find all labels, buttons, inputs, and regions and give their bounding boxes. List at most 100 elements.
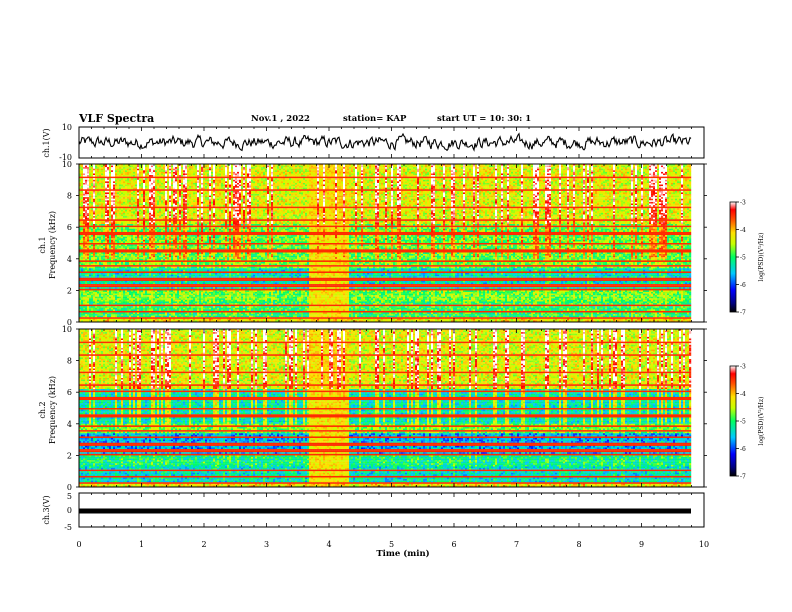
spectrogram-cell: [351, 172, 353, 174]
spectrogram-cell: [205, 172, 207, 174]
spectrogram-cell: [153, 183, 155, 185]
spectrogram-cell: [357, 167, 359, 169]
spectrogram-cell: [423, 185, 425, 187]
spectrogram-cell: [501, 185, 503, 187]
spectrogram-cell: [199, 170, 201, 172]
spectrogram-cell: [587, 181, 589, 183]
spectrogram-cell: [375, 177, 377, 179]
spectrogram-cell: [277, 185, 279, 187]
spectrogram-cell: [303, 181, 305, 183]
spectrogram-cell: [679, 178, 681, 180]
spectrogram-cell: [537, 183, 539, 185]
spectrogram-cell: [635, 185, 637, 187]
spectrogram-cell: [143, 173, 145, 175]
spectrogram-cell: [577, 170, 579, 172]
spectrogram-cell: [547, 185, 549, 187]
spectrogram-cell: [119, 185, 121, 187]
spectrogram-cell: [473, 170, 475, 172]
spectrogram-cell: [685, 170, 687, 172]
spectrogram-cell: [601, 166, 603, 168]
spectrogram-cell: [667, 169, 669, 171]
spectrogram-cell: [673, 175, 675, 177]
spectrogram-cell: [133, 172, 135, 174]
spectrogram-cell: [195, 178, 197, 180]
spectrogram-cell: [419, 172, 421, 174]
spectrogram-cell: [621, 181, 623, 183]
spectrogram-cell: [405, 177, 407, 179]
spectrogram-cell: [299, 166, 301, 168]
spectrogram-cell: [273, 178, 275, 180]
spectrogram-cell: [321, 170, 323, 172]
spectrogram-cell: [285, 188, 287, 190]
spectrogram-cell: [361, 172, 363, 174]
spectrogram-cell: [613, 177, 615, 179]
spectrogram-cell: [541, 181, 543, 183]
spectrogram-cell: [649, 172, 651, 174]
spectrogram-cell: [259, 185, 261, 187]
spectrogram-cell: [421, 183, 423, 185]
spectrogram-cell: [439, 172, 441, 174]
spectrogram-cell: [365, 185, 367, 187]
spectrogram-cell: [417, 167, 419, 169]
spectrogram-cell: [363, 169, 365, 171]
spectrogram-cell: [231, 186, 233, 188]
spectrogram-cell: [611, 172, 613, 174]
spectrogram-cell: [675, 177, 677, 179]
spectrogram-cell: [155, 186, 157, 188]
spectrogram-cell: [627, 185, 629, 187]
spectrogram-cell: [561, 185, 563, 187]
spectrogram-cell: [139, 167, 141, 169]
spectrogram-cell: [599, 181, 601, 183]
spectrogram-cell: [171, 173, 173, 175]
spectrogram-cell: [99, 188, 101, 190]
spectrogram-cell: [355, 169, 357, 171]
spectrogram-cell: [527, 173, 529, 175]
spectrogram-cell: [497, 185, 499, 187]
spectrogram-cell: [409, 178, 411, 180]
spectrogram-cell: [197, 177, 199, 179]
spectrogram-cell: [545, 166, 547, 168]
spectrogram-cell: [489, 167, 491, 169]
spectrogram-cell: [113, 166, 115, 168]
spectrogram-cell: [455, 181, 457, 183]
spectrogram-cell: [367, 188, 369, 190]
spectrogram-cell: [209, 180, 211, 182]
spectrogram-cell: [203, 172, 205, 174]
spectrogram-cell: [267, 186, 269, 188]
spectrogram-cell: [91, 175, 93, 177]
spectrogram-cell: [417, 186, 419, 188]
spectrogram-cell: [487, 173, 489, 175]
spectrogram-cell: [625, 181, 627, 183]
spectrogram-cell: [513, 178, 515, 180]
spectrogram-cell: [681, 180, 683, 182]
spectrogram-cell: [451, 167, 453, 169]
spectrogram-cell: [523, 173, 525, 175]
spectrogram-cell: [201, 172, 203, 174]
spectrogram-cell: [513, 181, 515, 183]
spectrogram-cell: [555, 181, 557, 183]
spectrogram-cell: [193, 188, 195, 190]
spectrogram-cell: [687, 166, 689, 168]
spectrogram-cell: [135, 166, 137, 168]
spectrogram-cell: [193, 178, 195, 180]
spectrogram-cell: [349, 183, 351, 185]
spectrogram-cell: [163, 170, 165, 172]
spectrogram-cell: [383, 188, 385, 190]
spectrogram-cell: [625, 180, 627, 182]
spectrogram-cell: [233, 183, 235, 185]
spectrogram-cell: [349, 166, 351, 168]
spectrogram-cell: [569, 170, 571, 172]
spectrogram-cell: [363, 173, 365, 175]
spectrogram-cell: [87, 175, 89, 177]
spectrogram-cell: [357, 166, 359, 168]
spectrogram-cell: [119, 170, 121, 172]
spectrogram-cell: [145, 180, 147, 182]
spectrogram-cell: [321, 178, 323, 180]
spectrogram-cell: [257, 180, 259, 182]
spectrogram-cell: [555, 175, 557, 177]
spectrogram-cell: [615, 173, 617, 175]
spectrogram-cell: [221, 169, 223, 171]
spectrogram-cell: [363, 172, 365, 174]
spectrogram-cell: [457, 170, 459, 172]
spectrogram-cell: [93, 186, 95, 188]
